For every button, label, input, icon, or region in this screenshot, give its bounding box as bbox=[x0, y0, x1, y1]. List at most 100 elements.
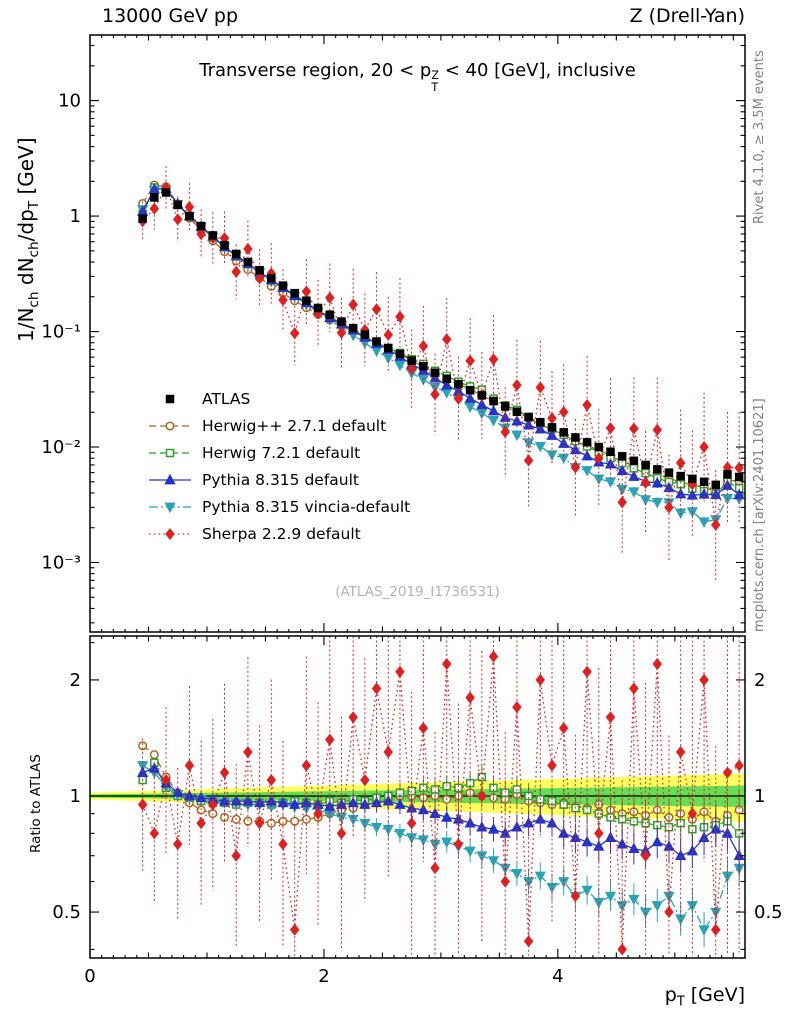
marker-diamond bbox=[535, 381, 546, 394]
marker-diamond bbox=[500, 875, 510, 888]
marker-triangle-down bbox=[651, 901, 663, 912]
marker-square bbox=[337, 317, 346, 326]
marker-diamond bbox=[442, 333, 452, 346]
marker-square bbox=[185, 211, 194, 221]
marker-diamond bbox=[488, 353, 499, 366]
marker-triangle-up bbox=[651, 476, 663, 488]
marker-square bbox=[407, 356, 416, 365]
marker-diamond bbox=[582, 398, 592, 412]
legend-label: Pythia 8.315 default bbox=[202, 470, 359, 489]
tick-label: 1 bbox=[70, 206, 81, 227]
legend-label: ATLAS bbox=[202, 389, 251, 408]
marker-square bbox=[454, 783, 463, 793]
marker-diamond bbox=[395, 310, 405, 323]
marker-square bbox=[267, 273, 276, 283]
marker-diamond bbox=[512, 701, 522, 714]
marker-triangle-up bbox=[675, 487, 687, 499]
marker-triangle-down bbox=[546, 450, 558, 461]
marker-diamond bbox=[687, 807, 698, 820]
marker-diamond bbox=[523, 935, 534, 948]
ylabel-part: dN bbox=[14, 257, 38, 292]
marker-triangle-down bbox=[394, 829, 406, 840]
marker-diamond bbox=[371, 682, 382, 695]
marker-diamond bbox=[558, 722, 569, 735]
y-axis-label-ratio: Ratio to ATLAS bbox=[28, 754, 44, 853]
legend-marker-sample bbox=[149, 420, 191, 431]
marker-square bbox=[582, 437, 592, 447]
marker-circle bbox=[734, 805, 744, 815]
title-subscript: T bbox=[431, 80, 439, 94]
marker-square bbox=[220, 240, 229, 250]
marker-diamond bbox=[617, 496, 627, 509]
marker-diamond bbox=[453, 838, 464, 851]
xlabel-sub: T bbox=[676, 994, 685, 1010]
marker-diamond bbox=[219, 766, 230, 779]
title-pre: Transverse region, 20 < p bbox=[199, 60, 432, 81]
marker-square bbox=[547, 796, 557, 806]
marker-diamond bbox=[325, 291, 335, 304]
marker-diamond bbox=[395, 665, 405, 678]
process-label: Z (Drell-Yan) bbox=[629, 5, 745, 27]
marker-triangle-up bbox=[675, 849, 687, 861]
marker-diamond bbox=[675, 746, 686, 759]
marker-square bbox=[372, 337, 381, 346]
marker-diamond bbox=[582, 665, 592, 678]
tick-label: 10⁻¹ bbox=[41, 322, 81, 343]
legend-label: Sherpa 2.2.9 default bbox=[202, 524, 361, 543]
marker-square bbox=[547, 423, 557, 432]
marker-triangle-up bbox=[663, 840, 675, 851]
marker-square bbox=[454, 379, 463, 389]
xlabel-part: p bbox=[664, 984, 677, 1006]
marker-diamond bbox=[640, 849, 651, 862]
marker-diamond bbox=[699, 673, 709, 686]
marker-diamond bbox=[406, 362, 417, 375]
marker-diamond bbox=[722, 766, 733, 779]
tick-label: 1 bbox=[754, 786, 765, 807]
marker-diamond bbox=[500, 425, 510, 439]
marker-diamond bbox=[664, 501, 674, 514]
marker-diamond bbox=[348, 711, 358, 724]
marker-square bbox=[165, 394, 175, 403]
marker-triangle-up bbox=[698, 831, 710, 842]
marker-triangle-up bbox=[686, 844, 698, 856]
marker-triangle-down bbox=[406, 833, 418, 844]
marker-triangle-down bbox=[663, 891, 675, 903]
marker-square bbox=[442, 374, 451, 384]
marker-diamond bbox=[289, 327, 300, 340]
marker-diamond bbox=[278, 838, 288, 851]
marker-square bbox=[512, 407, 522, 417]
marker-triangle-up bbox=[593, 840, 605, 851]
marker-triangle-up bbox=[604, 831, 617, 842]
legend-item: Pythia 8.315 vincia-default bbox=[147, 493, 410, 520]
marker-diamond bbox=[617, 943, 627, 956]
marker-square bbox=[489, 396, 498, 406]
marker-square bbox=[699, 477, 709, 487]
marker-diamond bbox=[442, 657, 452, 671]
marker-square bbox=[536, 417, 545, 427]
marker-square bbox=[606, 447, 615, 456]
marker-diamond bbox=[465, 354, 475, 367]
marker-triangle-up bbox=[534, 422, 546, 434]
title-post: < 40 [GeV], inclusive bbox=[438, 60, 636, 81]
marker-square bbox=[641, 460, 650, 470]
legend-item: Herwig 7.2.1 default bbox=[147, 439, 410, 466]
marker-square bbox=[395, 349, 405, 359]
marker-square bbox=[571, 433, 580, 442]
marker-diamond bbox=[172, 213, 183, 226]
marker-square bbox=[384, 343, 393, 353]
marker-circle bbox=[219, 812, 230, 822]
marker-diamond bbox=[547, 759, 557, 772]
marker-diamond bbox=[477, 789, 487, 803]
marker-diamond bbox=[664, 905, 674, 919]
marker-diamond bbox=[711, 923, 721, 936]
marker-diamond bbox=[301, 759, 312, 772]
marker-diamond bbox=[196, 228, 206, 241]
marker-triangle-down bbox=[464, 846, 476, 858]
marker-triangle-down bbox=[534, 441, 546, 453]
x-axis-label: pT [GeV] bbox=[665, 984, 745, 1010]
marker-triangle-down bbox=[382, 353, 394, 365]
marker-triangle-down bbox=[487, 416, 500, 427]
marker-diamond bbox=[137, 798, 148, 811]
